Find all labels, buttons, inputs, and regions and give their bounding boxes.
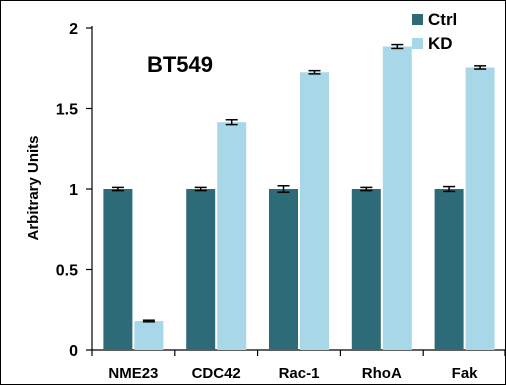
y-axis-label: Arbitrary Units bbox=[25, 135, 42, 240]
bar-kd bbox=[300, 72, 329, 351]
bar-kd bbox=[217, 122, 247, 350]
bar-kd bbox=[134, 321, 164, 350]
legend-label-kd: KD bbox=[428, 34, 453, 53]
y-tick-label: 0.5 bbox=[56, 263, 78, 280]
legend-swatch-ctrl bbox=[412, 14, 423, 25]
chart-title: BT549 bbox=[147, 52, 213, 77]
bar-ctrl bbox=[269, 189, 298, 350]
legend-swatch-kd bbox=[412, 38, 423, 49]
plot-area: 0 0.5 1 1.5 2 NME23 CDC42 Rac-1 RhoA Fak bbox=[56, 21, 506, 382]
x-tick-label: Rac-1 bbox=[279, 365, 320, 382]
bar-kd bbox=[382, 46, 412, 350]
bar-kd bbox=[465, 67, 495, 350]
y-tick-label: 1 bbox=[69, 182, 78, 199]
y-tick-label: 1.5 bbox=[56, 102, 78, 119]
legend: Ctrl KD bbox=[412, 10, 457, 53]
y-tick-label: 2 bbox=[69, 21, 78, 38]
x-tick-label: RhoA bbox=[362, 365, 402, 382]
bar-ctrl bbox=[103, 189, 133, 350]
bar-ctrl bbox=[351, 189, 381, 350]
x-tick-label: CDC42 bbox=[192, 365, 241, 382]
x-tick-label: Fak bbox=[452, 365, 479, 382]
x-tick-label: NME23 bbox=[108, 365, 158, 382]
y-tick-label: 0 bbox=[69, 343, 78, 360]
legend-label-ctrl: Ctrl bbox=[428, 10, 457, 29]
bar-ctrl bbox=[186, 189, 216, 350]
bar-ctrl bbox=[434, 189, 464, 350]
